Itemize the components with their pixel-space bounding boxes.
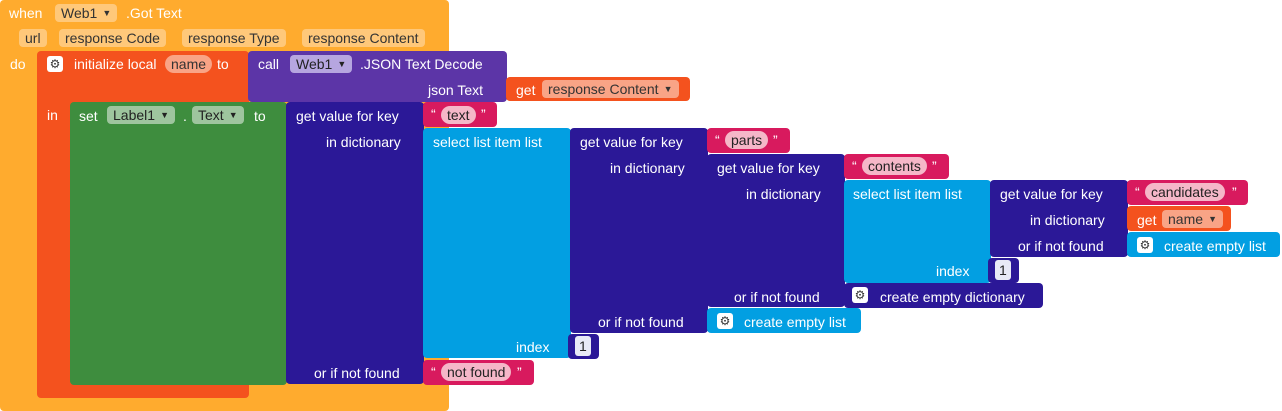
close-quote: ” [932, 158, 937, 174]
in-dictionary-label-1: in dictionary [326, 134, 401, 150]
open-quote: “ [852, 158, 857, 174]
call-method-label: .JSON Text Decode [360, 56, 483, 72]
param-url[interactable]: url [19, 29, 47, 47]
param-response-code[interactable]: response Code [59, 29, 166, 47]
open-quote: “ [431, 106, 436, 122]
get-value-for-key-label-4: get value for key [1000, 186, 1103, 202]
call-label: call [258, 56, 280, 72]
chevron-down-icon: ▼ [663, 84, 673, 94]
create-empty-list-label-2: create empty list [1164, 238, 1266, 254]
string-parts[interactable]: parts [725, 131, 769, 149]
chevron-down-icon: ▼ [337, 59, 347, 69]
get-value-for-key-label-2: get value for key [580, 134, 683, 150]
get-name-dropdown[interactable]: name ▼ [1162, 210, 1224, 228]
get-value-for-key-label-1: get value for key [296, 108, 399, 124]
chevron-down-icon: ▼ [1208, 214, 1218, 224]
set-label: set [79, 108, 98, 124]
gear-icon[interactable]: ⚙ [717, 313, 733, 329]
close-quote: ” [481, 106, 486, 122]
get-value-for-key-label-3: get value for key [717, 160, 820, 176]
setter-property-label: Text [198, 107, 224, 123]
select-list-item-block-1[interactable] [423, 128, 571, 358]
close-quote: ” [517, 364, 522, 380]
local-var-name[interactable]: name [165, 55, 213, 73]
setter-dot: . [183, 108, 187, 124]
chevron-down-icon: ▼ [102, 8, 112, 18]
call-component-label: Web1 [296, 56, 333, 72]
event-component-label: Web1 [61, 5, 98, 21]
get-value-for-key-block-2[interactable] [570, 128, 708, 333]
setter-component-label: Label1 [113, 107, 156, 123]
or-if-not-found-label-1: or if not found [314, 365, 400, 381]
event-name-label: .Got Text [126, 5, 182, 21]
select-list-item-block-2[interactable] [844, 180, 991, 283]
setter-property-dropdown[interactable]: Text ▼ [192, 106, 244, 124]
get-name-var-label: name [1168, 211, 1204, 227]
in-dictionary-label-4: in dictionary [1030, 212, 1105, 228]
gear-icon[interactable]: ⚙ [852, 287, 868, 303]
select-list-item-label-1: select list item list [433, 134, 542, 150]
setter-component-dropdown[interactable]: Label1 ▼ [107, 106, 176, 124]
get-value-for-key-block-3[interactable] [707, 154, 845, 307]
number-index-inner[interactable]: 1 [995, 260, 1011, 280]
create-empty-dictionary-block[interactable] [844, 283, 1043, 308]
get-name-label: get [1137, 212, 1157, 228]
param-response-content[interactable]: response Content [302, 29, 425, 47]
json-text-label: json Text [428, 82, 483, 98]
create-empty-list-label-1: create empty list [744, 314, 846, 330]
close-quote: ” [1232, 184, 1237, 200]
index-label-2: index [936, 263, 970, 279]
in-label: in [47, 107, 58, 123]
gear-icon[interactable]: ⚙ [47, 56, 63, 72]
setter-to-label: to [254, 108, 266, 124]
open-quote: “ [715, 132, 720, 148]
call-component-dropdown[interactable]: Web1 ▼ [290, 55, 353, 73]
get-value-for-key-block-4[interactable] [990, 180, 1128, 257]
gear-icon[interactable]: ⚙ [1137, 237, 1153, 253]
create-empty-dictionary-label: create empty dictionary [880, 289, 1025, 305]
get-value-for-key-block-1[interactable] [286, 102, 424, 384]
do-label: do [10, 56, 26, 72]
open-quote: “ [431, 364, 436, 380]
get-var-label: response Content [548, 81, 659, 97]
index-label-1: index [516, 339, 550, 355]
param-response-type[interactable]: response Type [182, 29, 286, 47]
or-if-not-found-label-3: or if not found [734, 289, 820, 305]
string-not-found[interactable]: not found [441, 363, 512, 381]
to-label: to [217, 56, 229, 72]
number-index-outer[interactable]: 1 [575, 336, 591, 356]
in-dictionary-label-2: in dictionary [610, 160, 685, 176]
or-if-not-found-label-2: or if not found [598, 314, 684, 330]
close-quote: ” [773, 132, 778, 148]
initialize-local-footer [40, 385, 248, 397]
or-if-not-found-label-4: or if not found [1018, 238, 1104, 254]
when-label: when [9, 5, 43, 21]
get-var-dropdown[interactable]: response Content ▼ [542, 80, 679, 98]
string-text[interactable]: text [441, 106, 476, 124]
string-contents[interactable]: contents [862, 157, 927, 175]
set-label1-text-block[interactable] [70, 102, 287, 385]
event-component-dropdown[interactable]: Web1 ▼ [55, 4, 118, 22]
chevron-down-icon: ▼ [228, 110, 238, 120]
get-label: get [516, 82, 536, 98]
string-candidates[interactable]: candidates [1145, 183, 1225, 201]
select-list-item-label-2: select list item list [853, 186, 962, 202]
open-quote: “ [1135, 184, 1140, 200]
initialize-local-label: initialize local [74, 56, 157, 72]
chevron-down-icon: ▼ [160, 110, 170, 120]
in-dictionary-label-3: in dictionary [746, 186, 821, 202]
